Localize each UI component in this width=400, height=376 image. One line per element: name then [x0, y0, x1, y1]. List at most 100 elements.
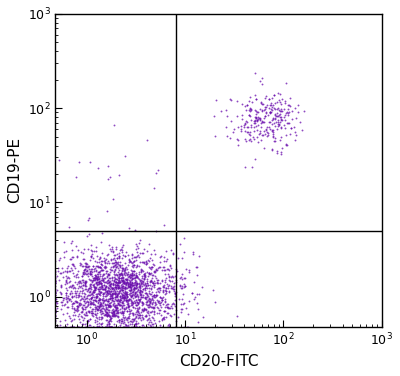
Point: [185, 324, 192, 330]
Point: [68, 305, 75, 311]
Point: [128, 292, 135, 298]
Point: [112, 284, 118, 290]
Point: [252, 92, 259, 98]
Point: [96, 324, 102, 330]
Point: [260, 107, 267, 113]
Point: [178, 309, 184, 315]
Point: [165, 271, 171, 277]
Point: [121, 296, 127, 302]
Point: [124, 300, 131, 306]
Point: [149, 279, 156, 285]
Point: [145, 297, 152, 303]
Point: [150, 261, 156, 267]
Point: [66, 224, 72, 230]
Point: [127, 318, 133, 324]
Point: [152, 280, 158, 287]
Point: [143, 306, 149, 312]
Point: [112, 324, 119, 330]
Point: [82, 284, 89, 290]
Point: [93, 273, 99, 279]
Point: [106, 279, 112, 285]
Point: [100, 303, 106, 309]
Point: [128, 285, 134, 291]
Point: [151, 292, 157, 298]
Point: [119, 304, 126, 310]
Point: [102, 275, 108, 281]
Point: [126, 284, 132, 290]
Point: [163, 301, 170, 307]
Point: [133, 324, 140, 330]
Point: [91, 301, 97, 307]
Point: [64, 295, 71, 301]
Point: [52, 289, 58, 295]
Point: [122, 285, 128, 291]
Point: [144, 317, 150, 323]
Point: [150, 324, 156, 330]
Point: [68, 303, 75, 309]
Point: [67, 290, 73, 296]
Point: [94, 321, 100, 327]
Point: [114, 305, 120, 311]
Point: [52, 299, 58, 305]
Point: [108, 257, 114, 263]
Point: [84, 271, 91, 277]
Point: [119, 295, 126, 301]
Point: [136, 254, 142, 260]
Point: [103, 309, 109, 315]
Point: [177, 282, 183, 288]
Point: [73, 298, 79, 304]
Point: [86, 283, 93, 289]
Point: [278, 101, 284, 107]
Point: [128, 286, 134, 292]
Point: [85, 293, 92, 299]
Point: [163, 314, 169, 320]
Point: [52, 309, 58, 315]
Point: [94, 281, 101, 287]
Point: [142, 272, 148, 278]
Point: [119, 284, 125, 290]
Point: [146, 318, 152, 324]
Point: [98, 315, 105, 321]
Point: [81, 290, 87, 296]
Point: [100, 297, 107, 303]
Point: [62, 268, 68, 274]
Point: [106, 290, 112, 296]
Point: [270, 116, 276, 122]
Point: [150, 292, 157, 298]
Point: [116, 283, 122, 289]
Point: [275, 123, 281, 129]
Point: [126, 321, 133, 327]
Point: [147, 324, 154, 330]
Point: [105, 272, 112, 278]
Point: [281, 123, 288, 129]
Point: [82, 306, 89, 312]
Point: [105, 271, 112, 277]
Point: [108, 312, 115, 318]
Point: [137, 292, 143, 298]
Point: [74, 303, 80, 309]
Point: [227, 96, 233, 102]
Point: [81, 296, 88, 302]
Point: [82, 268, 89, 274]
Point: [89, 306, 96, 312]
Point: [119, 247, 125, 253]
Point: [116, 296, 123, 302]
Point: [108, 248, 114, 254]
Point: [104, 252, 110, 258]
Point: [166, 274, 172, 280]
Point: [112, 306, 118, 312]
Point: [152, 273, 158, 279]
Point: [125, 252, 132, 258]
Point: [93, 280, 100, 286]
Point: [144, 280, 150, 286]
Point: [64, 309, 71, 315]
Point: [261, 115, 267, 121]
Point: [103, 311, 110, 317]
Point: [117, 270, 123, 276]
Point: [68, 240, 74, 246]
Point: [258, 124, 264, 130]
Point: [78, 324, 84, 330]
Point: [76, 316, 82, 322]
Point: [114, 304, 120, 310]
Point: [134, 308, 140, 314]
